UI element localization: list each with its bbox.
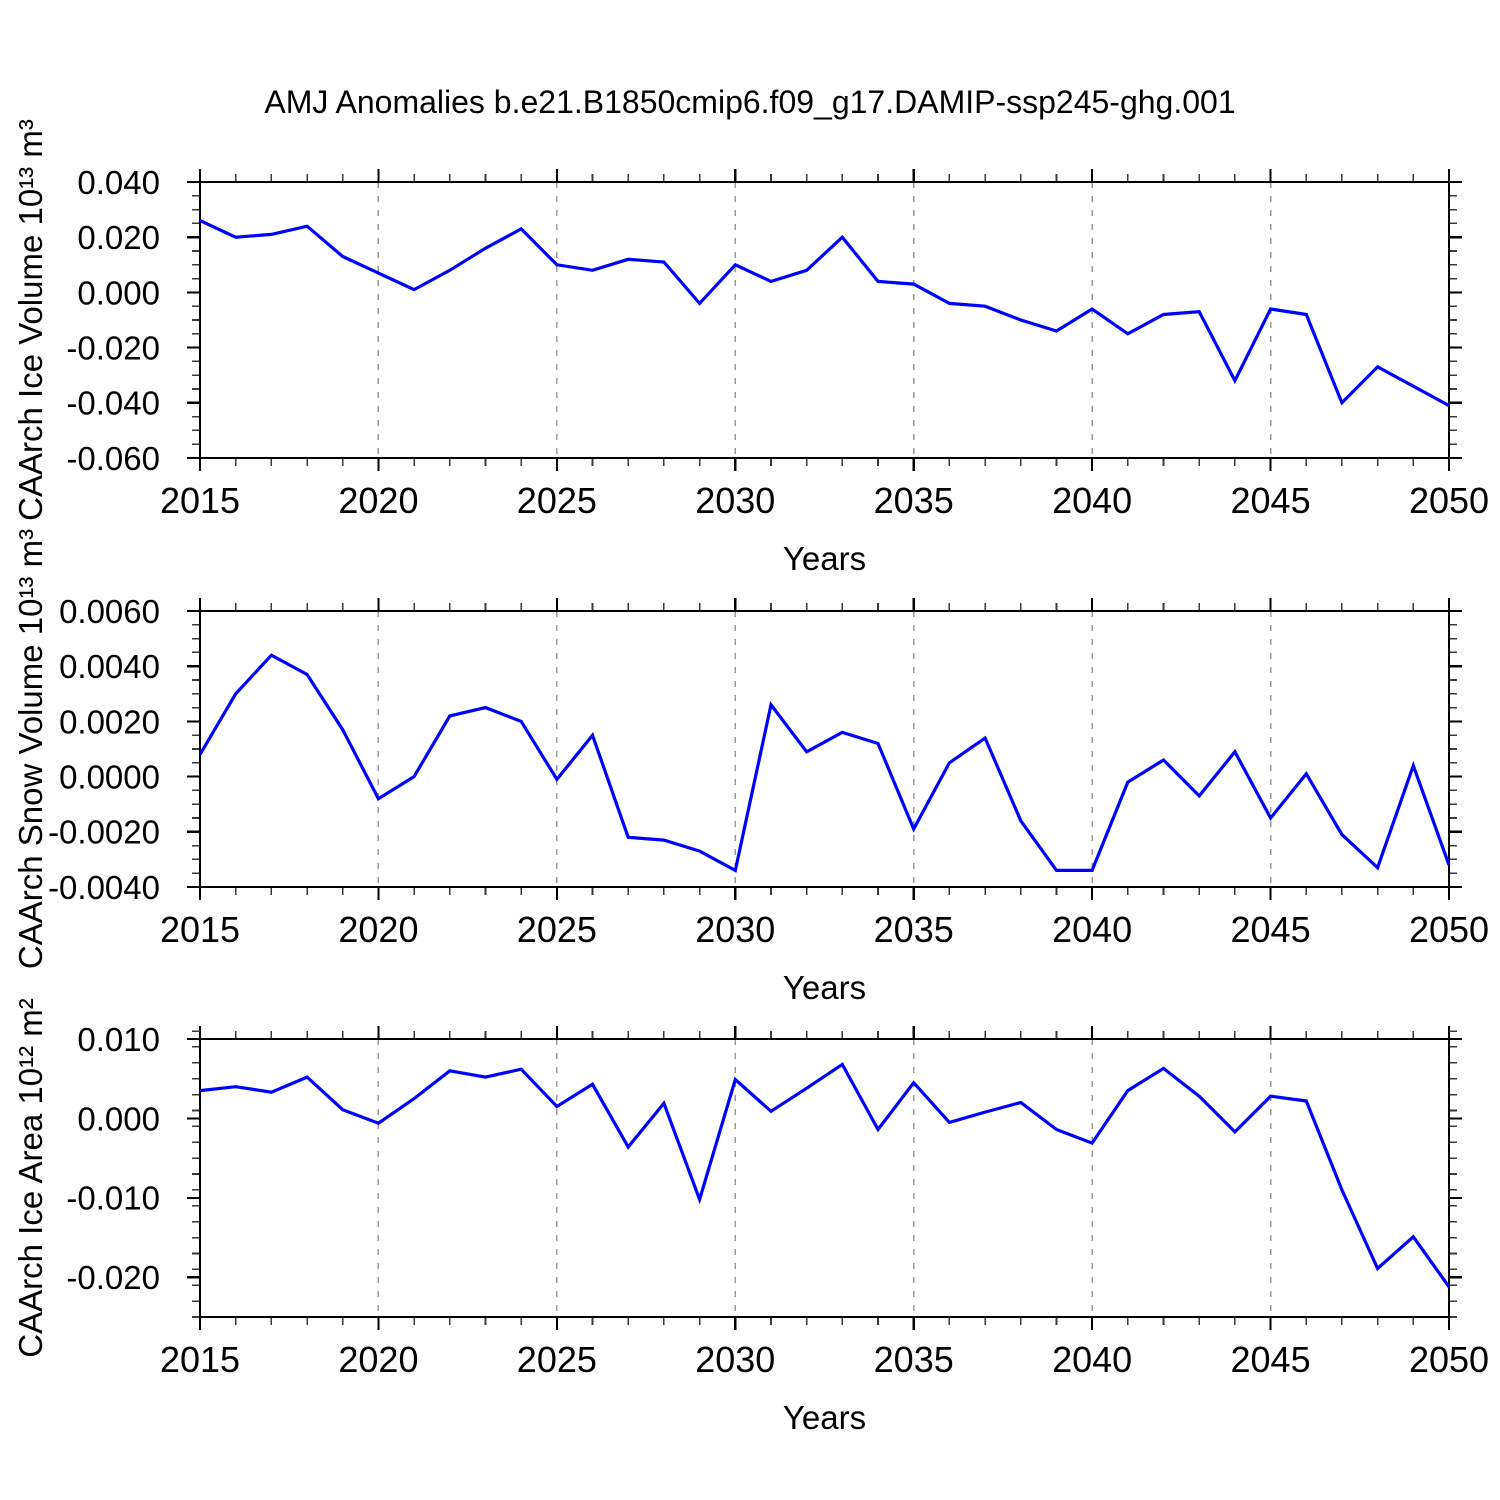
y-axis-title: CAArch Ice Area 10¹² m² <box>12 998 49 1357</box>
x-tick-label: 2015 <box>160 480 240 521</box>
y-axis-title: CAArch Ice Volume 10¹³ m³ <box>12 119 49 521</box>
plot-frame <box>199 1038 1450 1318</box>
y-tick-label: -0.0020 <box>48 814 160 851</box>
y-tick-label: -0.010 <box>66 1180 160 1217</box>
series-line-ice-volume <box>199 219 1450 408</box>
x-tick-label: 2045 <box>1231 909 1311 950</box>
y-tick-label: 0.040 <box>77 164 160 201</box>
y-tick-label: -0.040 <box>66 385 160 422</box>
x-tick-label: 2040 <box>1052 909 1132 950</box>
x-tick-label: 2040 <box>1052 1339 1132 1380</box>
x-tick-label: 2025 <box>517 909 597 950</box>
plot-frame <box>199 181 1450 459</box>
page-title: AMJ Anomalies b.e21.B1850cmip6.f09_g17.D… <box>264 84 1236 120</box>
x-tick-label: 2050 <box>1409 909 1489 950</box>
x-tick-label: 2035 <box>874 909 954 950</box>
x-tick-label: 2045 <box>1231 1339 1311 1380</box>
y-tick-label: -0.0040 <box>48 869 160 906</box>
y-tick-label: 0.0060 <box>59 593 160 630</box>
x-tick-label: 2045 <box>1231 480 1311 521</box>
x-tick-label: 2035 <box>874 1339 954 1380</box>
x-tick-label: 2035 <box>874 480 954 521</box>
y-axis-title: CAArch Snow Volume 10¹³ m³ <box>12 529 49 969</box>
x-tick-label: 2030 <box>695 480 775 521</box>
x-tick-label: 2020 <box>338 909 418 950</box>
x-tick-label: 2025 <box>517 480 597 521</box>
y-tick-label: 0.0000 <box>59 758 160 795</box>
y-tick-label: -0.020 <box>66 1259 160 1296</box>
x-tick-label: 2040 <box>1052 480 1132 521</box>
y-tick-label: -0.060 <box>66 440 160 477</box>
x-tick-label: 2030 <box>695 1339 775 1380</box>
x-axis-title: Years <box>783 540 866 577</box>
panel-snow-volume: 0.00600.00400.00200.0000-0.0020-0.004020… <box>12 529 1489 1006</box>
series-line-ice-area <box>199 1062 1451 1288</box>
y-tick-label: 0.0040 <box>59 648 160 685</box>
y-tick-label: 0.010 <box>77 1021 160 1058</box>
y-tick-label: 0.000 <box>77 274 160 311</box>
panel-ice-area: 0.010 0.000 -0.010 -0.020 2015 2020 2025 2030 20… <box>12 998 1489 1436</box>
plot-frame <box>199 610 1450 888</box>
x-tick-label: 2025 <box>517 1339 597 1380</box>
x-tick-label: 2030 <box>695 909 775 950</box>
x-tick-label: 2020 <box>338 480 418 521</box>
y-tick-label: 0.0020 <box>59 703 160 740</box>
y-tick-label: 0.020 <box>77 219 160 256</box>
x-axis-title: Years <box>783 969 866 1006</box>
x-tick-label: 2050 <box>1409 480 1489 521</box>
x-tick-label: 2015 <box>160 1339 240 1380</box>
x-tick-label: 2020 <box>338 1339 418 1380</box>
y-tick-label: 0.000 <box>77 1100 160 1137</box>
x-tick-label: 2050 <box>1409 1339 1489 1380</box>
x-axis-title: Years <box>783 1399 866 1436</box>
x-tick-label: 2015 <box>160 909 240 950</box>
series-line-snow-volume <box>198 653 1451 873</box>
y-tick-label: -0.020 <box>66 329 160 366</box>
